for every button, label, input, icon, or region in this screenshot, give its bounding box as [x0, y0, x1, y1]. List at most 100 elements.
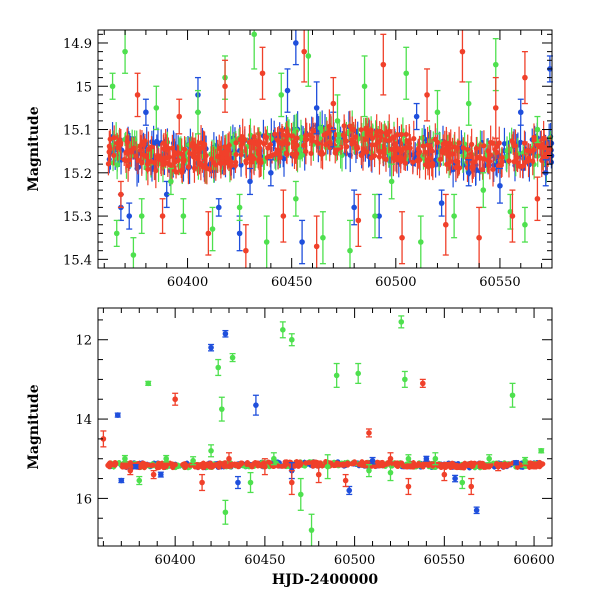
- band-point: [380, 148, 386, 155]
- data-point: [100, 430, 107, 448]
- point-marker: [280, 213, 287, 219]
- band-point: [415, 462, 422, 468]
- band-point: [190, 140, 196, 146]
- point-marker: [369, 457, 376, 464]
- data-point: [531, 463, 538, 470]
- data-point: [109, 72, 116, 100]
- band-point: [246, 155, 253, 161]
- data-point: [180, 198, 187, 235]
- band-point: [165, 145, 171, 151]
- point-marker: [405, 483, 412, 490]
- band-point: [181, 156, 187, 162]
- band-point: [207, 166, 213, 172]
- data-point: [413, 102, 420, 131]
- point-marker: [366, 467, 372, 474]
- data-point: [417, 215, 424, 268]
- point-marker: [209, 226, 216, 232]
- band-point: [537, 459, 543, 466]
- point-marker: [158, 471, 164, 478]
- data-point: [121, 454, 128, 463]
- band-point: [338, 144, 344, 150]
- band-point: [243, 158, 249, 164]
- band-point: [106, 149, 112, 155]
- band-point: [213, 162, 219, 168]
- point-marker: [324, 463, 331, 470]
- data-point: [251, 30, 258, 70]
- data-point: [132, 463, 139, 470]
- point-marker: [153, 105, 160, 111]
- point-marker: [222, 330, 229, 337]
- point-marker: [215, 364, 222, 371]
- band-point: [233, 151, 239, 158]
- data-point: [459, 30, 466, 83]
- band-point: [358, 127, 364, 133]
- band-point: [316, 461, 322, 467]
- point-marker: [118, 191, 124, 198]
- band-point: [285, 131, 291, 138]
- data-point: [209, 206, 216, 252]
- band-point: [434, 139, 441, 145]
- data-point: [351, 189, 358, 226]
- data-point: [157, 471, 164, 478]
- band-point: [250, 139, 256, 145]
- data-point: [313, 215, 320, 268]
- data-point: [398, 315, 405, 329]
- x-tick-label: 60550: [424, 553, 465, 568]
- top-panel: 60400 60450 60500 60550 14.9 15 15.1 15.2 15.3 15…: [26, 29, 555, 290]
- band-point: [257, 157, 264, 163]
- band-point: [378, 134, 384, 140]
- data-point: [159, 198, 166, 235]
- band-point: [145, 146, 152, 152]
- band-point: [512, 143, 519, 149]
- band-point: [424, 157, 430, 163]
- band-point: [154, 154, 160, 160]
- point-marker: [190, 457, 196, 464]
- band-point: [125, 163, 131, 169]
- point-marker: [293, 40, 299, 46]
- band-point: [437, 156, 443, 163]
- band-point: [410, 159, 416, 165]
- data-point: [534, 115, 541, 144]
- point-marker: [376, 213, 382, 219]
- band-point: [406, 137, 412, 144]
- point-marker: [534, 126, 541, 133]
- data-point: [234, 475, 241, 490]
- point-marker: [305, 53, 312, 59]
- data-point: [229, 352, 236, 363]
- point-marker: [468, 483, 475, 490]
- band-point: [140, 460, 146, 466]
- data-point: [480, 172, 487, 209]
- band-point: [338, 462, 344, 468]
- band-point: [238, 162, 244, 168]
- band-point: [501, 140, 508, 147]
- data-point: [288, 333, 295, 347]
- point-marker: [176, 113, 183, 120]
- band-point: [201, 141, 208, 147]
- point-marker: [513, 459, 519, 466]
- band-point: [277, 154, 283, 161]
- point-marker: [380, 61, 387, 68]
- point-marker: [509, 392, 516, 399]
- band-point: [255, 460, 261, 466]
- top-panel-dense-band: [105, 109, 555, 189]
- band-point: [179, 151, 185, 157]
- point-marker: [522, 221, 528, 228]
- band-point: [187, 151, 193, 157]
- band-point: [159, 461, 165, 468]
- band-point: [233, 140, 239, 146]
- point-marker: [473, 507, 480, 514]
- band-point: [218, 460, 224, 467]
- band-point: [280, 132, 286, 138]
- point-marker: [122, 455, 128, 462]
- point-marker: [387, 469, 394, 476]
- band-point: [114, 162, 120, 168]
- data-point: [172, 392, 179, 406]
- point-marker: [531, 463, 537, 470]
- data-point: [215, 198, 222, 217]
- band-point: [398, 158, 404, 165]
- band-point: [541, 135, 547, 141]
- data-point: [236, 215, 243, 252]
- band-point: [420, 143, 426, 149]
- band-point: [111, 135, 117, 141]
